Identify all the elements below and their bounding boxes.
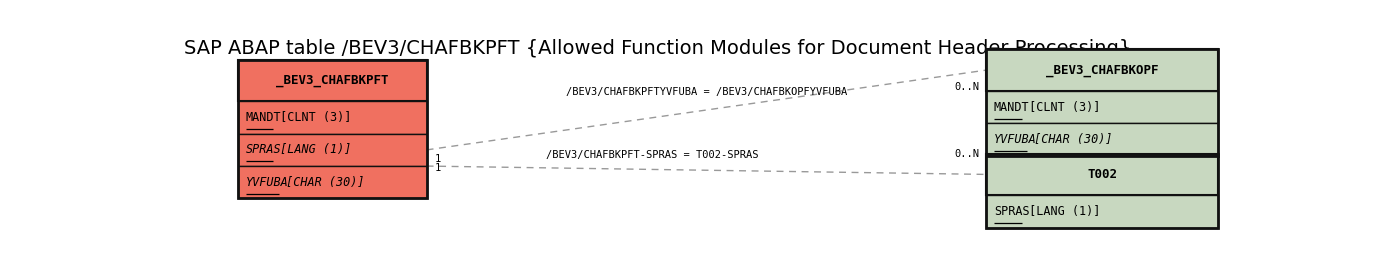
Bar (986, 154, 1218, 195)
Bar (239, 166, 426, 198)
Text: SPRAS: SPRAS (246, 143, 282, 156)
Text: [CLNT (3)]: [CLNT (3)] (274, 111, 351, 124)
Bar (986, 49, 1218, 91)
Bar (986, 91, 1218, 123)
Text: [CHAR (30)]: [CHAR (30)] (279, 176, 364, 189)
Text: [LANG (1)]: [LANG (1)] (1021, 205, 1100, 218)
Bar (239, 60, 426, 198)
Text: YVFUBA: YVFUBA (246, 176, 289, 189)
Bar (986, 195, 1218, 228)
Bar (986, 123, 1218, 156)
Text: /BEV3/CHAFBKPFTYVFUBA = /BEV3/CHAFBKOPFYVFUBA: /BEV3/CHAFBKPFTYVFUBA = /BEV3/CHAFBKOPFY… (565, 88, 847, 98)
Text: _BEV3_CHAFBKOPF: _BEV3_CHAFBKOPF (1046, 64, 1158, 77)
Bar (986, 154, 1218, 228)
Text: [CLNT (3)]: [CLNT (3)] (1021, 101, 1100, 114)
Text: MANDT: MANDT (995, 101, 1029, 114)
Text: _BEV3_CHAFBKPFT: _BEV3_CHAFBKPFT (276, 74, 389, 87)
Text: YVFUBA: YVFUBA (995, 133, 1036, 146)
Text: T002: T002 (1088, 168, 1117, 181)
Text: MANDT: MANDT (246, 111, 282, 124)
Text: 0..N: 0..N (954, 149, 979, 159)
Bar (239, 101, 426, 134)
Bar (986, 49, 1218, 156)
Bar (239, 60, 426, 101)
Text: [LANG (1)]: [LANG (1)] (274, 143, 351, 156)
Text: 1: 1 (435, 154, 442, 164)
Bar (239, 134, 426, 166)
Text: 1: 1 (435, 163, 442, 173)
Text: 0..N: 0..N (954, 82, 979, 92)
Text: SAP ABAP table /BEV3/CHAFBKPFT {Allowed Function Modules for Document Header Pro: SAP ABAP table /BEV3/CHAFBKPFT {Allowed … (185, 39, 1132, 58)
Text: /BEV3/CHAFBKPFT-SPRAS = T002-SPRAS: /BEV3/CHAFBKPFT-SPRAS = T002-SPRAS (546, 150, 758, 160)
Text: SPRAS: SPRAS (995, 205, 1029, 218)
Text: [CHAR (30)]: [CHAR (30)] (1026, 133, 1113, 146)
